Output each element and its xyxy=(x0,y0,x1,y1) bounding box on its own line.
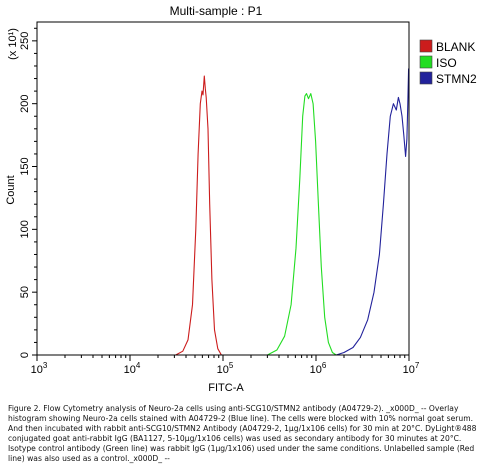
legend-label-iso: ISO xyxy=(436,56,457,70)
legend-swatch-blank xyxy=(419,39,433,53)
x-tick-label: 105 xyxy=(217,361,234,376)
x-tick-label: 106 xyxy=(310,361,327,376)
plot-frame xyxy=(36,21,410,356)
y-tick-label: 200 xyxy=(19,94,31,112)
y-tick-label: 50 xyxy=(19,286,31,298)
figure-caption: Figure 2. Flow Cytometry analysis of Neu… xyxy=(8,404,477,463)
legend-swatch-iso xyxy=(419,55,433,69)
series-lines xyxy=(175,68,410,356)
y-tick-label: 0 xyxy=(19,352,31,358)
y-multiplier-label: (x 10¹) xyxy=(7,28,19,60)
flow-histogram-chart: Multi-sample : P1 (x 10¹) Count FITC-A 0… xyxy=(5,4,477,394)
legend-swatch-stmn2 xyxy=(419,71,433,85)
chart-title: Multi-sample : P1 xyxy=(170,4,263,18)
y-tick-label: 100 xyxy=(19,220,31,238)
x-axis-label: FITC-A xyxy=(208,382,244,394)
legend-label-stmn2: STMN2 xyxy=(436,72,477,86)
x-tick-label: 107 xyxy=(403,361,420,376)
series-line-stmn2 xyxy=(336,68,410,356)
x-tick-label: 104 xyxy=(124,361,141,376)
x-tick-label: 103 xyxy=(31,361,48,376)
axis-ticks: 0 50 100 150 200 250 103 104 105 106 107 xyxy=(19,27,420,376)
y-tick-label: 250 xyxy=(19,32,31,50)
legend: BLANK ISO STMN2 xyxy=(419,39,477,86)
y-axis-label: Count xyxy=(5,175,17,204)
y-tick-label: 150 xyxy=(19,157,31,175)
legend-label-blank: BLANK xyxy=(436,40,475,54)
series-line-blank xyxy=(175,75,222,356)
series-line-iso xyxy=(267,93,337,356)
